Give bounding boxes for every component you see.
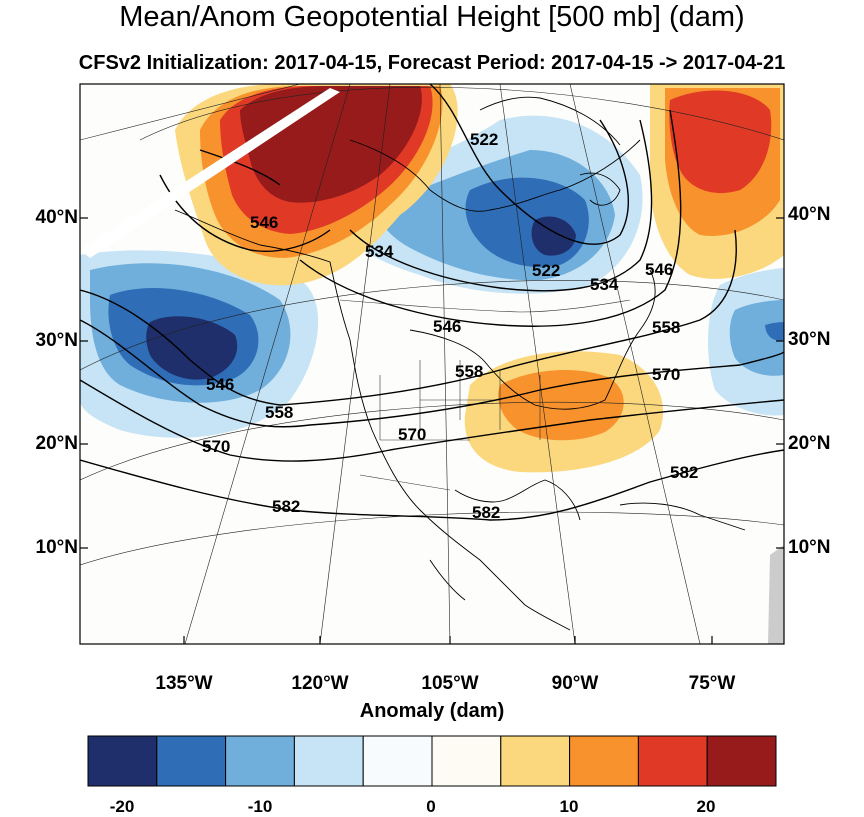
- contour-label-522-a: 522: [470, 130, 498, 149]
- missing-data-streak: [80, 88, 340, 258]
- lat-label-right: 20°N: [788, 433, 831, 454]
- map-subtitle: CFSv2 Initialization: 2017-04-15, Foreca…: [78, 52, 786, 74]
- contour-label-570-b: 570: [398, 425, 426, 444]
- tick-marks: [80, 217, 784, 644]
- height-contours: [80, 84, 784, 521]
- plot-frame: [79, 83, 785, 645]
- lon-label: 75°W: [688, 673, 736, 694]
- lon-label: 105°W: [421, 673, 479, 694]
- lat-label-left: 30°N: [35, 330, 78, 351]
- colorbar-tick-label: 0: [426, 797, 436, 816]
- contour-label-582-c: 582: [670, 463, 698, 482]
- contour-label-558-c: 558: [652, 318, 680, 337]
- lat-label-left: 10°N: [35, 537, 78, 558]
- colorbar-tick-label: 10: [559, 797, 579, 816]
- contour-label-582-a: 582: [272, 497, 300, 516]
- lon-label: 90°W: [551, 673, 599, 694]
- coastlines: [174, 96, 746, 631]
- colorbar-tick-label: 20: [696, 797, 716, 816]
- lat-label-right: 40°N: [788, 204, 831, 225]
- contour-label-522-b: 522: [532, 261, 560, 280]
- lon-label: 135°W: [155, 673, 213, 694]
- contour-label-558-b: 558: [265, 403, 293, 422]
- contour-label-546-b: 546: [433, 317, 461, 336]
- colorbar-tick-label: -20: [109, 797, 135, 816]
- contour-label-534-b: 534: [590, 275, 619, 294]
- contour-label-570-c: 570: [652, 365, 680, 384]
- lat-label-right: 10°N: [788, 537, 831, 558]
- contour-label-582-b: 582: [472, 503, 500, 522]
- lon-label: 120°W: [291, 673, 349, 694]
- contour-label-534-a: 534: [365, 242, 394, 261]
- land-mask: [768, 545, 784, 644]
- anomaly-shading: [80, 84, 784, 473]
- lat-label-right: 30°N: [788, 329, 831, 350]
- colorbar-title: Anomaly (dam): [359, 700, 505, 722]
- map-title: Mean/Anom Geopotential Height [500 mb] (…: [119, 1, 745, 33]
- colorbar-tick-label: -10: [247, 797, 273, 816]
- lat-label-left: 20°N: [35, 433, 78, 454]
- contour-label-570-a: 570: [202, 437, 230, 456]
- contour-label-558-a: 558: [455, 362, 483, 381]
- contour-label-546-c: 546: [206, 375, 234, 394]
- contour-label-546-d: 546: [645, 260, 673, 279]
- contour-label-546-a: 546: [250, 213, 278, 232]
- contour-labels: 522 522 534 534 546 546 546 546 558 558 …: [202, 130, 698, 522]
- lat-label-left: 40°N: [35, 207, 78, 228]
